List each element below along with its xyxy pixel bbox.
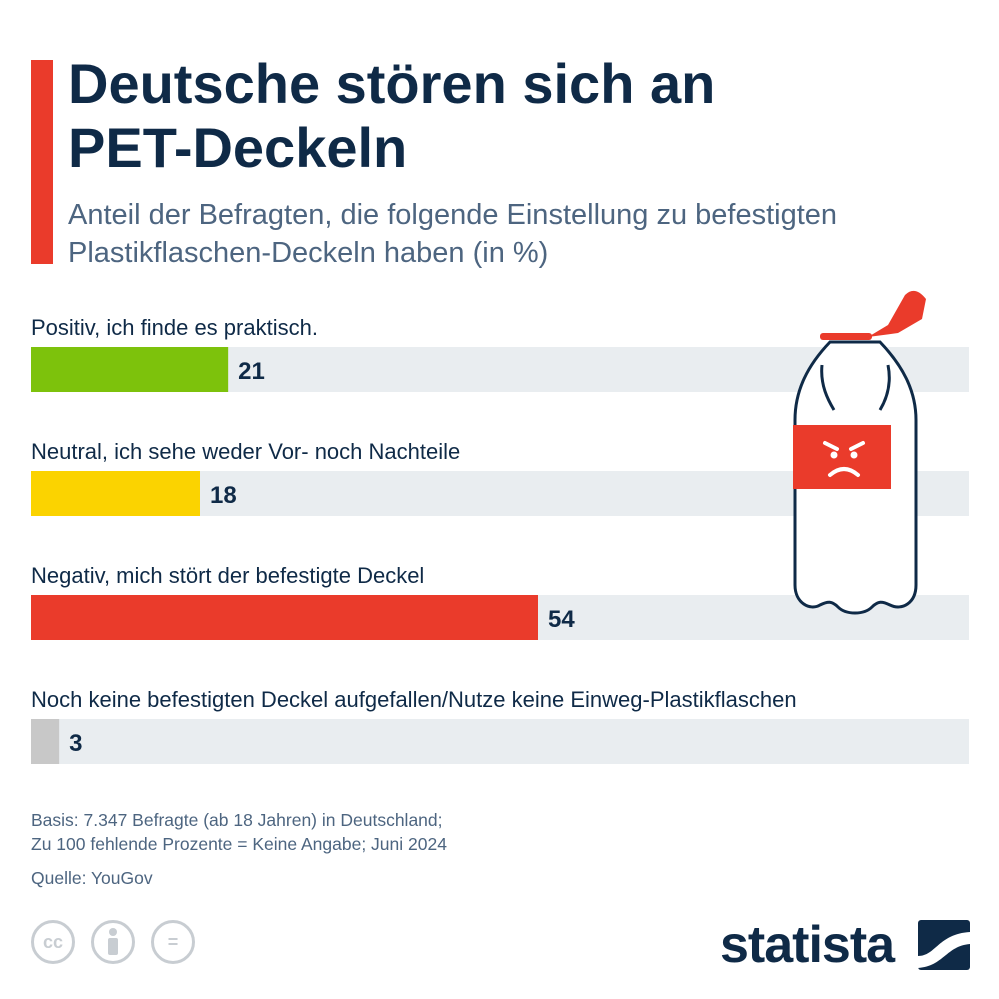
- basis-note-line1: Basis: 7.347 Befragte (ab 18 Jahren) in …: [31, 810, 443, 830]
- category-label: Neutral, ich sehe weder Vor- noch Nachte…: [31, 439, 460, 464]
- accent-bar: [31, 60, 53, 264]
- chart-subtitle: Anteil der Befragten, die folgende Einst…: [68, 199, 838, 269]
- bar-track: [31, 719, 969, 764]
- bar: [31, 471, 200, 516]
- category-label: Negativ, mich stört der befestigte Decke…: [31, 563, 424, 588]
- value-label: 18: [210, 482, 237, 509]
- statista-logo[interactable]: statista: [720, 916, 895, 974]
- category-label: Noch keine befestigten Deckel aufgefalle…: [31, 687, 797, 712]
- value-label: 3: [69, 730, 82, 757]
- cc-icon[interactable]: cc: [31, 920, 75, 964]
- value-label: 21: [238, 358, 265, 385]
- statista-logo-mark: [918, 920, 970, 970]
- basis-note-line2: Zu 100 fehlende Prozente = Keine Angabe;…: [31, 834, 447, 854]
- source-note: Quelle: YouGov: [31, 868, 153, 888]
- bar: [31, 347, 229, 392]
- bar: [31, 595, 538, 640]
- angry-bottle-icon: [793, 290, 926, 615]
- category-label: Positiv, ich finde es praktisch.: [31, 315, 318, 340]
- chart-title: Deutsche stören sich an PET-Deckeln: [68, 52, 716, 179]
- license-icons: cc =: [31, 920, 211, 970]
- value-label: 54: [548, 606, 575, 633]
- by-icon[interactable]: [91, 920, 135, 964]
- bar: [31, 719, 60, 764]
- nd-icon[interactable]: =: [151, 920, 195, 964]
